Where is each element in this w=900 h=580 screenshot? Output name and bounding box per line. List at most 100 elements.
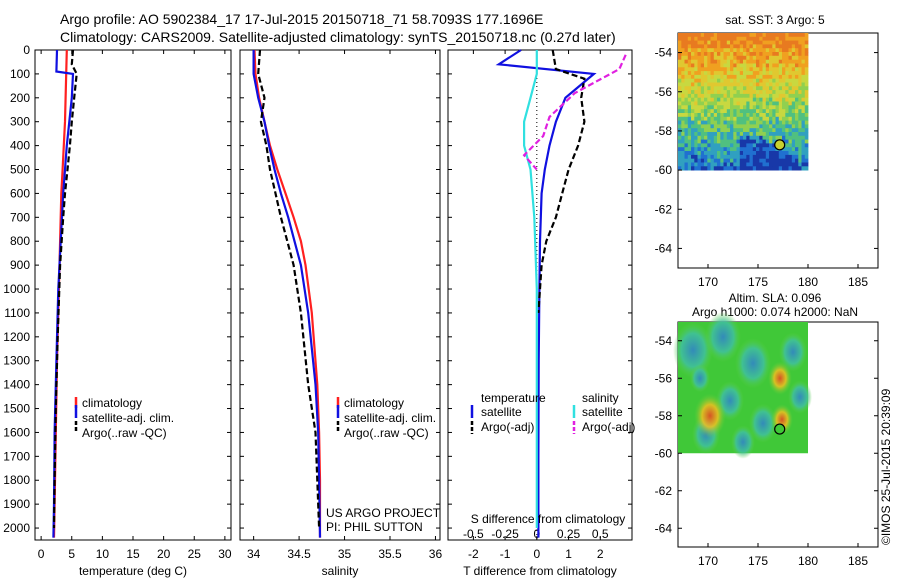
sst-cell: [782, 48, 786, 53]
sst-cell: [710, 132, 715, 137]
sst-cell: [736, 82, 741, 87]
sst-cell: [717, 52, 721, 57]
sst-cell: [704, 55, 708, 60]
sst-cell: [736, 147, 741, 152]
sst-cell: [678, 67, 682, 72]
sst-cell: [788, 82, 793, 87]
sst-cell: [739, 147, 744, 152]
sst-cell: [743, 44, 747, 49]
legend-header-temperature: temperature: [481, 391, 546, 405]
difference-legend: temperature salinity satellite Argo(-adj…: [470, 391, 635, 434]
sst-cell: [736, 135, 741, 140]
sst-cell: [801, 63, 806, 68]
sst-cell: [726, 120, 731, 125]
sst-cell: [681, 33, 685, 38]
sst-cell: [684, 36, 689, 41]
sst-cell: [791, 116, 796, 121]
sst-cell: [713, 52, 718, 57]
sst-cell: [687, 78, 692, 83]
sst-cell: [791, 97, 796, 102]
sst-cell: [694, 59, 698, 64]
lon-tick-label: 170: [698, 554, 718, 568]
sst-cell: [765, 101, 770, 106]
sst-cell: [691, 147, 695, 152]
sst-cell: [726, 109, 731, 114]
sst-cell: [684, 128, 689, 133]
sst-cell: [798, 63, 802, 68]
sst-cell: [782, 97, 786, 102]
sst-cell: [684, 166, 689, 171]
sst-cell: [710, 113, 715, 118]
sst-cell: [736, 154, 741, 160]
sst-cell: [726, 101, 731, 106]
sst-cell: [759, 135, 763, 140]
sst-cell: [798, 113, 802, 118]
sst-cell: [743, 97, 747, 102]
sst-cell: [759, 151, 763, 156]
sst-cell: [785, 147, 789, 152]
sst-cell: [678, 124, 682, 129]
depth-tick-label: 1800: [3, 473, 30, 487]
sst-cell: [756, 147, 760, 152]
sst-cell: [769, 154, 773, 160]
sla-anomaly-blob: [705, 311, 741, 363]
sst-cell: [791, 139, 796, 144]
sst-map-axes: 170 175 180 185-54-56-58-60-62-64: [655, 46, 878, 289]
sst-cell: [788, 139, 793, 144]
sst-cell: [775, 124, 780, 129]
sst-cell: [791, 143, 796, 148]
sst-cell: [785, 101, 789, 106]
sst-cell: [778, 74, 783, 80]
sst-cell: [717, 109, 721, 114]
sst-cell: [694, 78, 698, 83]
sst-cell: [704, 166, 708, 171]
sst-cell: [801, 105, 806, 110]
sst-cell: [782, 135, 786, 140]
sst-cell: [782, 109, 786, 114]
sst-cell: [765, 120, 770, 125]
sst-cell: [762, 82, 767, 87]
sst-cell: [707, 40, 711, 45]
sst-cell: [778, 97, 783, 102]
sst-cell: [733, 166, 737, 171]
sst-cell: [759, 113, 763, 118]
sst-cell: [713, 135, 718, 140]
sst-cell: [769, 143, 773, 148]
sst-cell: [798, 151, 802, 156]
sst-cell: [762, 90, 767, 95]
sst-cell: [739, 143, 744, 148]
sst-cell: [746, 59, 750, 64]
sst-cell: [704, 82, 708, 87]
sst-cell: [785, 33, 789, 38]
sst-cell: [678, 78, 682, 83]
sst-cell: [723, 86, 728, 91]
sst-cell: [733, 132, 737, 137]
sst-cell: [788, 55, 793, 60]
sst-cell: [733, 124, 737, 129]
sst-cell: [798, 116, 802, 121]
sst-cell: [713, 166, 718, 171]
sst-cell: [713, 151, 718, 156]
sst-cell: [723, 33, 728, 38]
sst-cell: [713, 71, 718, 76]
sst-cell: [772, 93, 776, 99]
sst-cell: [801, 78, 806, 83]
sst-cell: [746, 97, 750, 102]
argo-position-marker: [774, 423, 786, 435]
sst-cell: [785, 109, 789, 114]
lat-tick-label: -64: [655, 241, 673, 255]
sst-cell: [681, 63, 685, 68]
sst-cell: [804, 86, 809, 91]
sst-cell: [736, 113, 741, 118]
sst-cell: [762, 158, 767, 163]
sst-cell: [678, 116, 682, 121]
sst-cell: [739, 78, 744, 83]
depth-tick-label: 1700: [3, 449, 30, 463]
sst-cell: [710, 101, 715, 106]
sst-cell: [785, 162, 789, 167]
sst-cell: [713, 36, 718, 41]
sst-cell: [713, 113, 718, 118]
sst-cell: [681, 105, 685, 110]
sst-cell: [700, 116, 705, 121]
sst-cell: [691, 86, 695, 91]
